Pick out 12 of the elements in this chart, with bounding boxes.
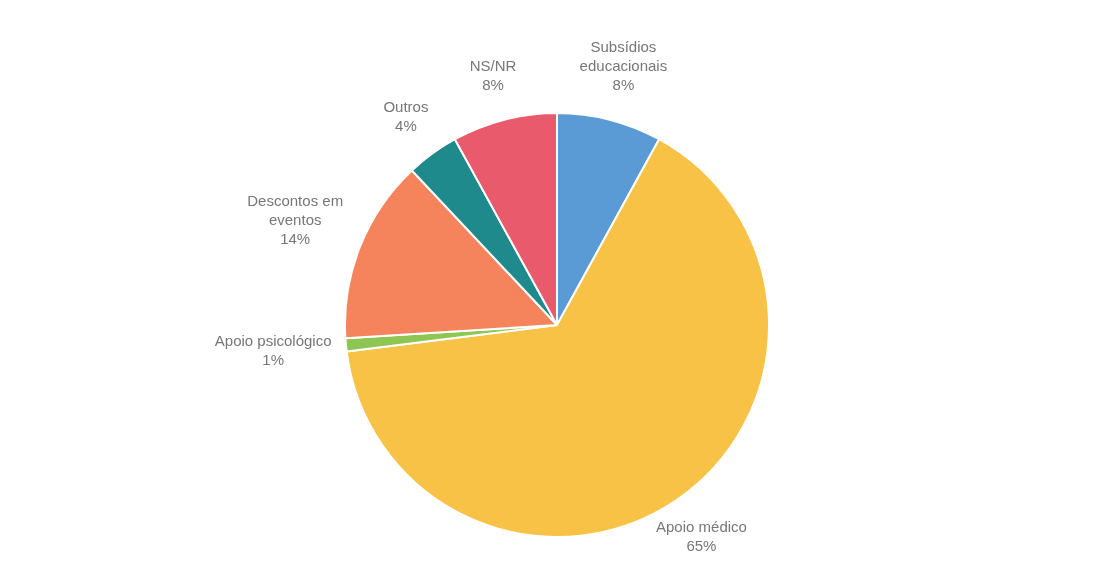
slice-label: Apoio psicológico xyxy=(214,332,332,350)
slice-label: NS/NR xyxy=(469,56,517,74)
slice-label: Descontos em eventos xyxy=(247,192,344,229)
data-label: 1% xyxy=(262,351,284,369)
data-label: 14% xyxy=(280,230,311,248)
data-label: 8% xyxy=(612,75,635,93)
slice-label: Apoio médico xyxy=(656,518,747,536)
data-label: 65% xyxy=(686,537,717,555)
slice-label: Outros xyxy=(383,97,429,115)
data-label: 8% xyxy=(482,75,504,93)
slice-label: Subsídios educacionais xyxy=(579,37,668,74)
data-label: 4% xyxy=(395,116,417,134)
